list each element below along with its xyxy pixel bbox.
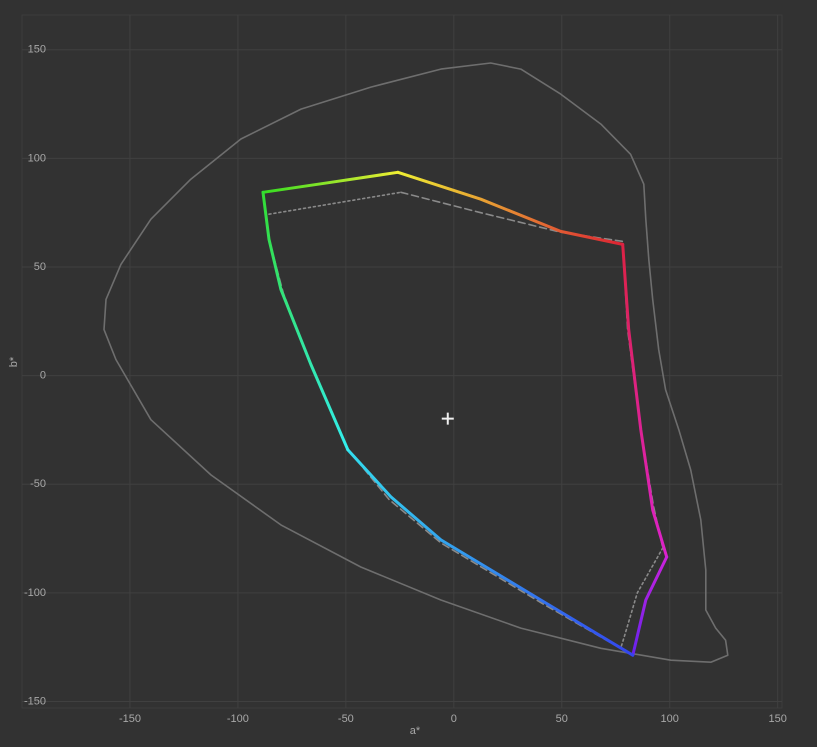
x-axis-label: a*	[410, 725, 421, 737]
reference-line	[268, 191, 402, 215]
gamut-boundary	[261, 170, 400, 194]
gamut-boundary	[346, 448, 635, 657]
gamut-boundary	[261, 190, 350, 452]
reference-line	[619, 547, 664, 650]
x-tick-label: -50	[338, 713, 354, 725]
y-tick-label: -150	[24, 695, 46, 707]
gamut-boundary	[631, 555, 669, 657]
y-tick-label: 150	[28, 44, 46, 56]
y-tick-label: 50	[34, 261, 46, 273]
gamut-boundary	[621, 242, 669, 559]
x-tick-label: 0	[451, 713, 457, 725]
gamut-boundary	[396, 170, 625, 246]
x-tick-label: 50	[556, 713, 568, 725]
y-axis-label: b*	[8, 356, 20, 367]
y-tick-label: 0	[40, 370, 46, 382]
reference-line	[103, 62, 729, 663]
x-tick-label: 150	[769, 713, 787, 725]
y-tick-label: -50	[30, 478, 46, 490]
y-tick-label: 100	[28, 152, 46, 164]
plot-frame	[21, 14, 783, 709]
x-tick-label: -150	[119, 713, 141, 725]
y-tick-label: -100	[24, 587, 46, 599]
x-tick-label: -100	[227, 713, 249, 725]
x-tick-label: 100	[661, 713, 679, 725]
white-point-marker	[441, 412, 454, 425]
